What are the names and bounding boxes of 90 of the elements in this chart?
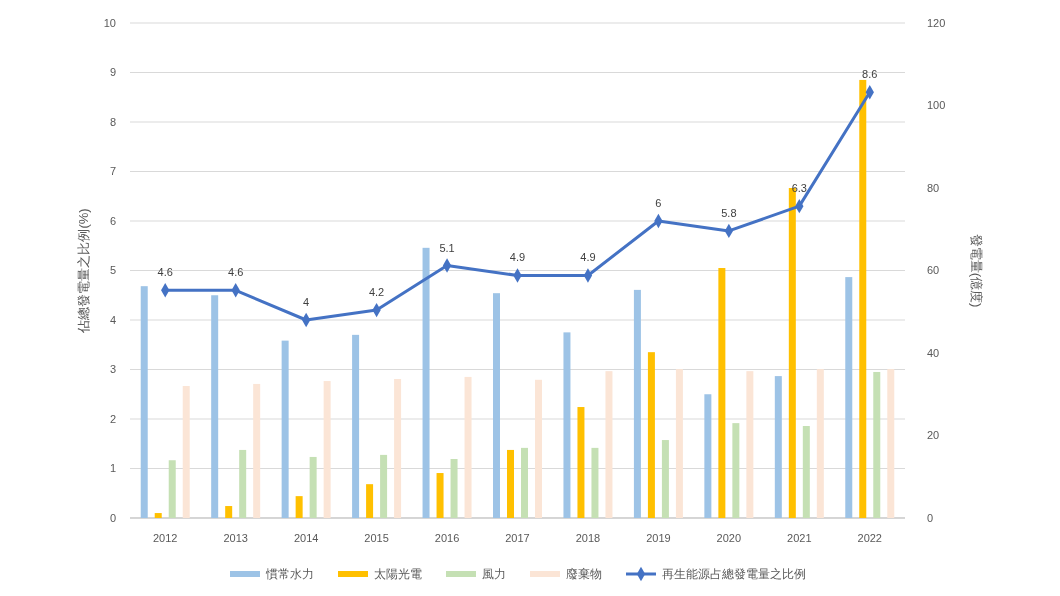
bar [450,459,458,518]
legend-label: 廢棄物 [566,567,602,582]
x-tick-label: 2014 [293,532,319,544]
x-tick-label: 2019 [646,532,671,544]
data-label: 5.1 [439,241,455,254]
bar [887,369,895,518]
y-tick-label: 5 [109,264,116,277]
y-tick-label: 1 [109,462,116,475]
bar [605,371,613,518]
bar [577,407,585,518]
data-label: 4.9 [580,251,596,264]
bar [591,447,599,518]
data-label: 4.6 [157,266,173,279]
legend-label: 慣常水力 [265,567,314,582]
bar [352,334,360,518]
bar [366,484,374,518]
bar [633,289,641,518]
y-tick-label: 2 [109,412,116,425]
x-tick-label: 2016 [434,532,460,544]
bar [295,496,303,518]
bar [816,369,824,518]
data-label: 6 [655,197,662,209]
bar [154,513,162,518]
bar [732,423,740,518]
y2-tick-label: 80 [927,181,940,194]
y2-tick-label: 0 [927,511,934,524]
y2-tick-label: 60 [927,264,940,277]
data-label: 5.8 [721,206,737,219]
legend-label: 風力 [482,567,506,582]
data-label: 4 [303,296,310,308]
data-label: 8.6 [862,68,878,81]
y-axis-title: 佔總發電量之比例(%) [76,208,91,334]
bar [647,352,655,518]
bar [211,295,219,518]
bar [323,381,331,518]
bar [253,383,261,518]
bar [168,460,176,518]
bar [661,440,669,518]
bar [535,379,542,518]
data-label: 4.6 [228,266,244,279]
bar [422,247,430,518]
bar [394,378,402,518]
bar [380,454,388,518]
bar [718,268,726,518]
bar [507,449,514,518]
y-tick-label: 9 [109,66,116,79]
bar [704,394,712,518]
bar [182,386,190,518]
bar [521,447,528,518]
y2-axis-title: 發電量(億度) [969,233,984,308]
x-tick-label: 2013 [223,532,248,544]
y-tick-label: 4 [109,313,116,326]
y2-tick-label: 20 [927,429,940,442]
x-tick-label: 2020 [716,532,742,544]
y-tick-label: 6 [109,214,116,227]
legend-label: 再生能源占總發電量之比例 [662,567,806,582]
bar [774,376,782,518]
bar [239,449,247,518]
x-tick-label: 2022 [857,532,883,544]
bar [493,293,500,518]
bar [746,371,754,518]
x-tick-label: 2017 [505,532,530,544]
bar [309,456,317,518]
bar [464,376,472,518]
legend-label: 太陽光電 [374,567,422,582]
y-tick-label: 8 [109,115,116,128]
bar [675,369,683,518]
x-tick-label: 2021 [787,532,812,544]
x-tick-label: 2018 [575,532,601,544]
bar [140,286,148,518]
y-tick-label: 7 [109,165,116,178]
y2-tick-label: 40 [927,346,940,359]
bar [802,426,810,518]
y-tick-label: 10 [103,16,116,29]
y-tick-label: 0 [109,511,116,524]
bar [225,506,233,518]
y2-tick-label: 100 [927,99,946,112]
bar [281,340,289,518]
bar [859,79,867,518]
bar [845,277,853,518]
data-label: 4.2 [368,286,385,299]
bar [563,332,571,518]
y2-tick-label: 120 [927,16,946,29]
x-tick-label: 2012 [152,532,178,544]
data-label: 4.9 [509,251,526,264]
bar [436,473,444,518]
y-tick-label: 3 [109,363,116,376]
data-label: 6.3 [791,182,807,195]
bar [873,371,881,518]
x-tick-label: 2015 [364,532,389,544]
